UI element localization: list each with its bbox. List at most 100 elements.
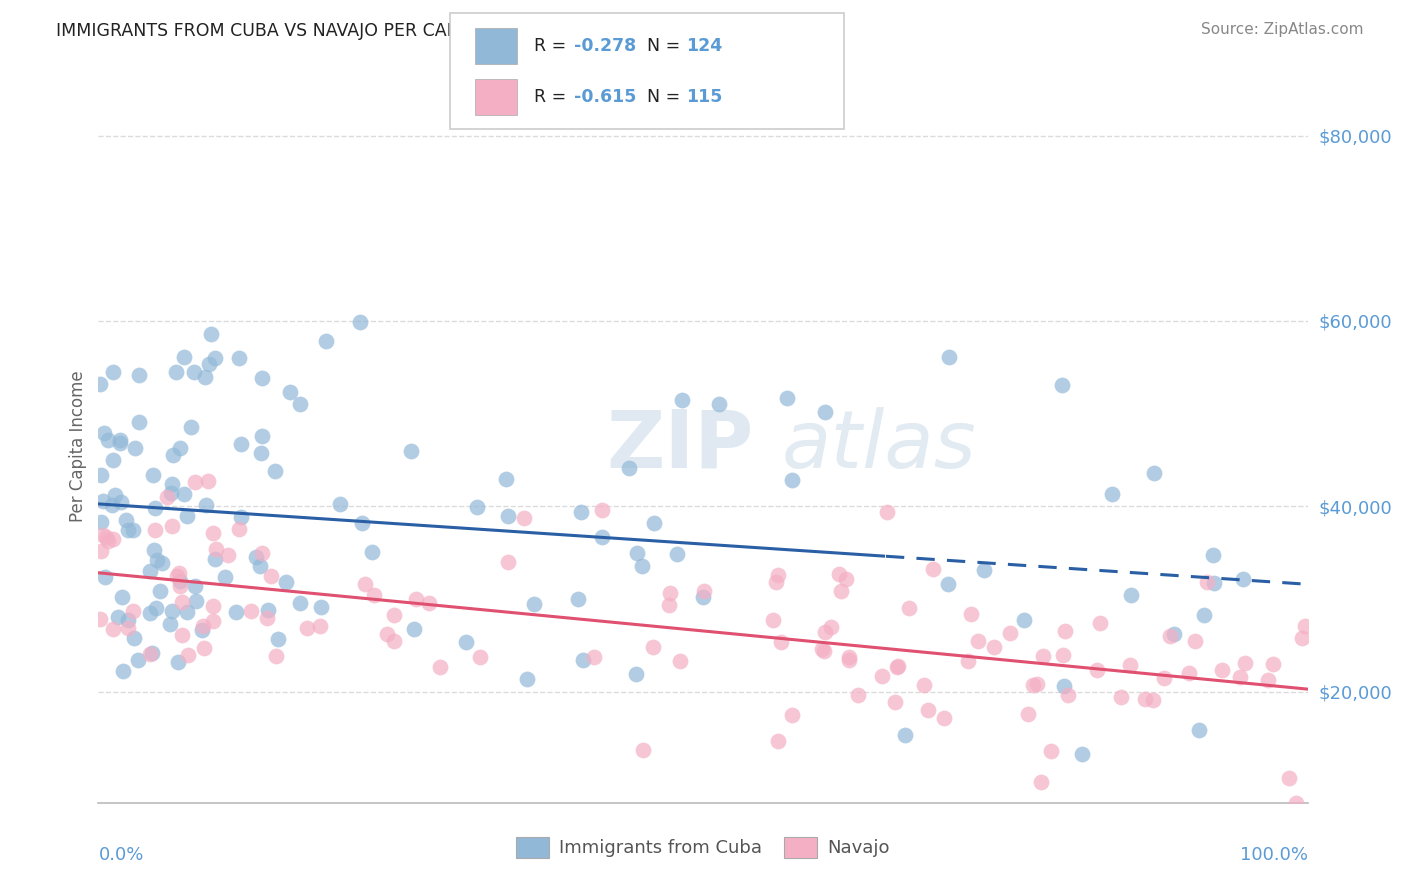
Point (139, 565, 162, 579)
Point (1291, 631, 1313, 645)
Point (1031, 648, 1053, 663)
Point (1188, 723, 1211, 737)
Point (117, 523, 139, 537)
Point (228, 351, 250, 365)
Point (89, 612, 111, 626)
Point (160, 486, 183, 500)
Point (162, 518, 184, 533)
Point (167, 566, 190, 580)
Point (193, 640, 215, 655)
Y-axis label: Per Capita Income: Per Capita Income (69, 370, 87, 522)
Point (617, 461, 640, 475)
Point (1054, 624, 1077, 639)
Point (468, 649, 491, 664)
Point (912, 677, 935, 691)
Point (761, 613, 783, 627)
Point (228, 522, 250, 536)
Text: Source: ZipAtlas.com: Source: ZipAtlas.com (1201, 22, 1364, 37)
Point (260, 569, 283, 583)
Point (250, 546, 273, 560)
Point (264, 464, 287, 478)
Point (350, 516, 373, 530)
Point (1143, 466, 1166, 480)
Point (922, 561, 945, 575)
Point (278, 385, 301, 400)
Point (90, 467, 112, 482)
Point (117, 621, 139, 635)
Point (89, 376, 111, 391)
Point (1085, 664, 1108, 678)
Point (960, 607, 983, 621)
Point (820, 620, 842, 634)
Point (107, 609, 129, 624)
Point (150, 556, 173, 570)
Point (361, 545, 384, 559)
Point (1142, 693, 1164, 707)
Point (814, 405, 837, 419)
Point (122, 523, 145, 537)
Point (145, 601, 167, 615)
Point (1052, 648, 1074, 663)
Point (141, 646, 163, 660)
Point (202, 614, 225, 628)
Point (205, 542, 228, 557)
Point (149, 584, 172, 599)
Point (659, 585, 682, 599)
Point (91, 494, 114, 508)
Point (173, 487, 195, 501)
Point (1257, 673, 1279, 687)
Point (669, 654, 692, 668)
Point (145, 501, 167, 516)
Point (496, 555, 519, 569)
Point (1133, 691, 1156, 706)
Point (267, 632, 290, 646)
Point (139, 647, 162, 661)
Point (932, 711, 955, 725)
Point (1026, 676, 1049, 690)
Point (124, 441, 146, 455)
Point (108, 436, 131, 450)
Point (93, 528, 115, 542)
Point (115, 513, 138, 527)
Point (1263, 657, 1285, 672)
Point (166, 569, 188, 583)
Point (1119, 658, 1142, 673)
Point (173, 350, 195, 364)
Point (288, 596, 311, 610)
Point (194, 498, 217, 512)
Point (142, 467, 165, 482)
Point (838, 650, 860, 665)
Point (766, 568, 789, 582)
Text: 100.0%: 100.0% (1240, 846, 1308, 863)
Point (766, 734, 789, 748)
Point (111, 591, 134, 605)
Point (1232, 572, 1254, 586)
Point (276, 574, 298, 589)
Legend: Immigrants from Cuba, Navajo: Immigrants from Cuba, Navajo (509, 830, 897, 865)
Point (143, 543, 166, 558)
Point (1202, 575, 1225, 590)
Point (329, 497, 352, 511)
Point (169, 574, 191, 588)
Point (998, 625, 1021, 640)
Point (156, 490, 179, 504)
Point (249, 559, 271, 574)
Point (1202, 548, 1225, 562)
Point (1039, 744, 1062, 758)
Point (1031, 775, 1053, 789)
Point (1178, 665, 1201, 680)
Point (1159, 629, 1181, 643)
Point (848, 688, 870, 702)
Point (1184, 634, 1206, 648)
Point (353, 577, 375, 591)
Text: 115: 115 (686, 88, 723, 106)
Point (917, 703, 939, 717)
Point (465, 500, 488, 515)
Point (404, 622, 426, 636)
Point (813, 644, 835, 658)
Point (1285, 796, 1308, 810)
Point (516, 672, 538, 686)
Point (97, 433, 120, 447)
Point (973, 563, 995, 577)
Point (898, 601, 921, 615)
